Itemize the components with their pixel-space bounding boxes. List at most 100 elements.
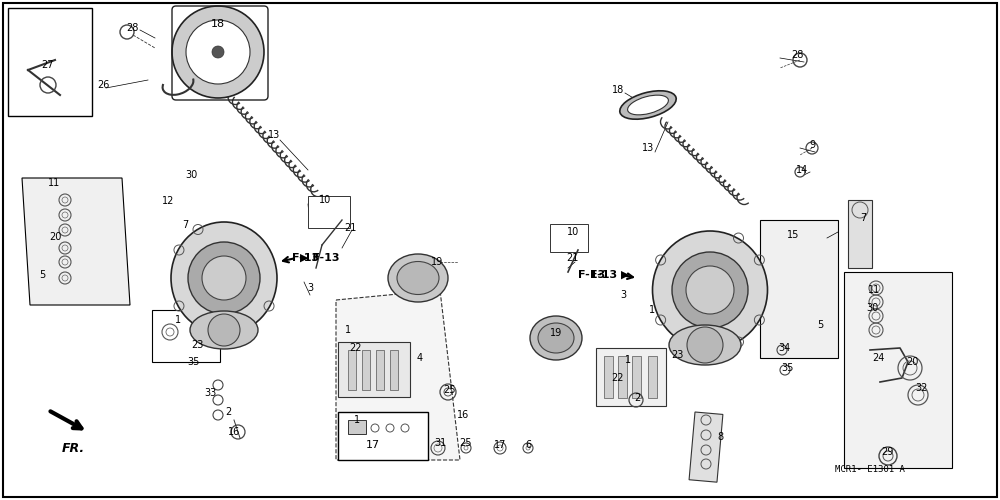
Text: 19: 19	[431, 257, 443, 267]
Text: 17: 17	[494, 440, 506, 450]
Text: 27: 27	[41, 60, 53, 70]
Text: 13: 13	[268, 130, 280, 140]
Text: 10: 10	[567, 227, 579, 237]
Text: 1: 1	[175, 315, 181, 325]
Text: 13: 13	[642, 143, 654, 153]
Polygon shape	[760, 220, 838, 358]
Text: 24: 24	[872, 353, 884, 363]
Text: 3: 3	[307, 283, 313, 293]
Circle shape	[186, 20, 250, 84]
Text: 16: 16	[457, 410, 469, 420]
Bar	[390, 350, 398, 390]
Text: 20: 20	[906, 357, 918, 367]
Text: F-13 ▶: F-13 ▶	[590, 270, 630, 280]
Text: 21: 21	[566, 253, 578, 263]
Text: 35: 35	[187, 357, 199, 367]
Polygon shape	[844, 272, 952, 468]
Bar	[648, 356, 657, 398]
Ellipse shape	[530, 316, 582, 360]
Circle shape	[687, 327, 723, 363]
Ellipse shape	[669, 325, 741, 365]
Text: 1: 1	[345, 325, 351, 335]
Text: 18: 18	[612, 85, 624, 95]
Text: 17: 17	[366, 440, 380, 450]
Bar	[604, 356, 613, 398]
Bar	[596, 348, 666, 406]
Text: 11: 11	[48, 178, 60, 188]
Text: 2: 2	[225, 407, 231, 417]
Text: 3: 3	[620, 290, 626, 300]
Bar	[152, 310, 220, 362]
Ellipse shape	[388, 254, 448, 302]
Text: 15: 15	[787, 230, 799, 240]
Ellipse shape	[620, 91, 676, 119]
Text: 5: 5	[39, 270, 45, 280]
Text: 32: 32	[915, 383, 927, 393]
Bar	[632, 356, 641, 398]
Text: 28: 28	[791, 50, 803, 60]
Text: 7: 7	[182, 220, 188, 230]
Bar	[338, 412, 428, 460]
Text: 6: 6	[525, 440, 531, 450]
Text: 2: 2	[634, 393, 640, 403]
Text: 23: 23	[671, 350, 683, 360]
Ellipse shape	[652, 231, 768, 349]
Text: 22: 22	[612, 373, 624, 383]
Text: 30: 30	[185, 170, 197, 180]
Ellipse shape	[538, 323, 574, 353]
Text: 29: 29	[881, 447, 893, 457]
Text: 4: 4	[417, 353, 423, 363]
Circle shape	[172, 6, 264, 98]
Text: 35: 35	[781, 363, 793, 373]
Circle shape	[686, 266, 734, 314]
Text: 14: 14	[796, 165, 808, 175]
Text: 26: 26	[97, 80, 109, 90]
Text: 1: 1	[354, 415, 360, 425]
Bar	[348, 350, 356, 390]
Circle shape	[208, 314, 240, 346]
Text: 11: 11	[868, 285, 880, 295]
Polygon shape	[336, 290, 460, 460]
Text: F-13: F-13	[578, 270, 606, 280]
Text: 1: 1	[649, 305, 655, 315]
Bar	[550, 224, 588, 252]
Bar	[8, 8, 92, 116]
Text: 1: 1	[625, 355, 631, 365]
Bar	[338, 342, 410, 397]
Text: 31: 31	[434, 438, 446, 448]
Text: 5: 5	[817, 320, 823, 330]
Circle shape	[212, 46, 224, 58]
Bar	[618, 356, 627, 398]
Text: 30: 30	[866, 303, 878, 313]
Circle shape	[188, 242, 260, 314]
Text: 10: 10	[319, 195, 331, 205]
Text: FR.: FR.	[62, 442, 85, 454]
Ellipse shape	[397, 262, 439, 294]
Text: 18: 18	[211, 19, 225, 29]
Text: 19: 19	[550, 328, 562, 338]
Text: 28: 28	[126, 23, 138, 33]
Text: 7: 7	[860, 213, 866, 223]
Circle shape	[202, 256, 246, 300]
Text: 25: 25	[443, 385, 455, 395]
Circle shape	[672, 252, 748, 328]
Text: 16: 16	[228, 427, 240, 437]
Bar	[308, 196, 350, 228]
Text: 23: 23	[191, 340, 203, 350]
Ellipse shape	[628, 95, 668, 115]
Text: MCR1- E1301 A: MCR1- E1301 A	[835, 466, 905, 474]
Text: 9: 9	[809, 140, 815, 150]
Text: ▶ F-13: ▶ F-13	[300, 253, 340, 263]
Text: 22: 22	[349, 343, 361, 353]
Polygon shape	[22, 178, 130, 305]
Bar	[376, 350, 384, 390]
Bar	[348, 420, 366, 434]
Text: 25: 25	[460, 438, 472, 448]
Ellipse shape	[171, 222, 277, 334]
Ellipse shape	[190, 311, 258, 349]
Text: 33: 33	[204, 388, 216, 398]
Bar	[362, 350, 370, 390]
Text: 8: 8	[717, 432, 723, 442]
Text: 34: 34	[778, 343, 790, 353]
Bar	[848, 200, 872, 268]
